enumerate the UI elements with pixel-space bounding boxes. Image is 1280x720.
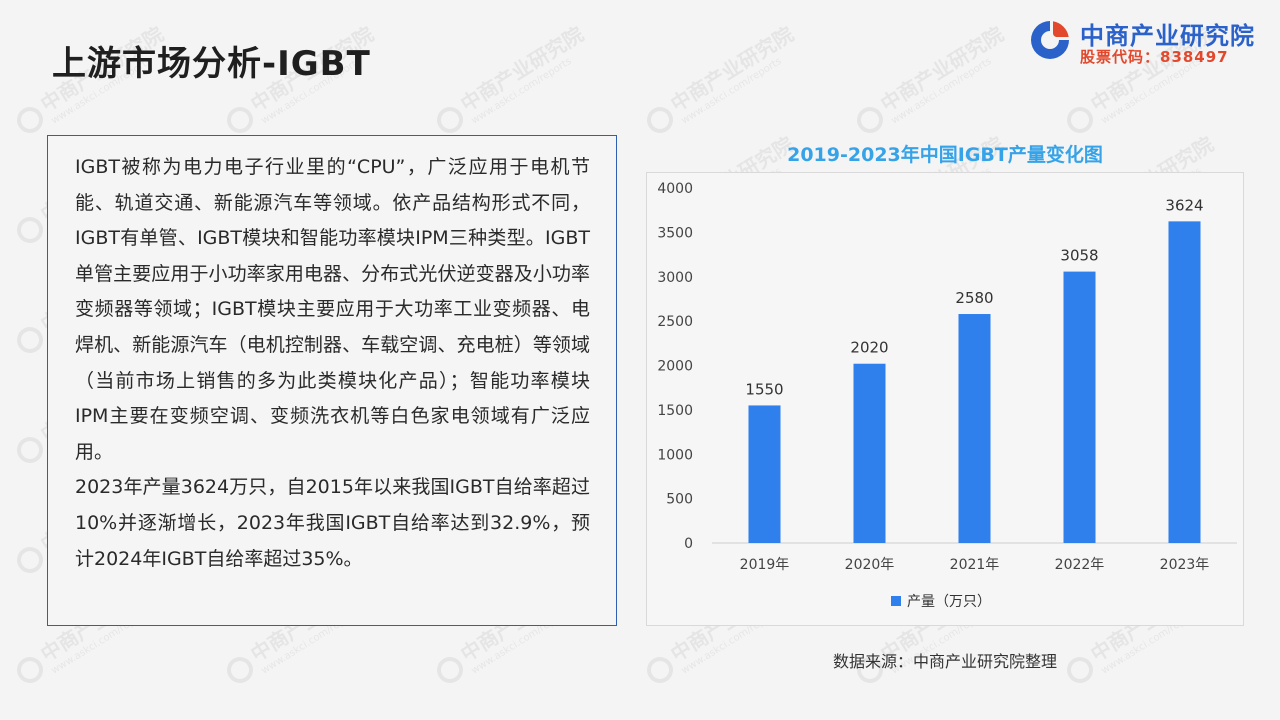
bar-value-label: 1550 (745, 380, 783, 398)
watermark-logo-icon (17, 547, 43, 573)
bar-chart: 0 500 1000 1500 2000 2500 3000 3500 4000 1550 2019… (657, 181, 1237, 573)
x-tick-label: 2023年 (1160, 557, 1210, 573)
x-tick-label: 2021年 (950, 557, 1000, 573)
watermark-logo-icon (17, 657, 43, 683)
watermark-logo-icon (857, 107, 883, 133)
watermark-logo-icon (17, 327, 43, 353)
chart-legend: 产量（万只） (891, 591, 991, 611)
watermark-logo-icon (647, 107, 673, 133)
y-tick-label: 500 (666, 492, 693, 508)
watermark-logo-icon (1067, 107, 1093, 133)
source-note: 数据来源：中商产业研究院整理 (832, 652, 1057, 671)
y-tick-label: 1000 (657, 447, 693, 463)
y-tick-label: 4000 (657, 181, 693, 197)
bar-value-label: 2020 (850, 339, 888, 357)
bar (748, 405, 781, 543)
watermark-logo-icon (437, 657, 463, 683)
y-tick-label: 3000 (657, 270, 693, 286)
y-tick-label: 3500 (657, 225, 693, 241)
bar (958, 314, 991, 543)
x-tick-label: 2020年 (845, 557, 895, 573)
description-paragraph-2: 2023年产量3624万只，自2015年以来我国IGBT自给率超过10%并逐渐增… (75, 476, 590, 570)
description-panel: IGBT被称为电力电子行业里的“CPU”，广泛应用于电机节能、轨道交通、新能源汽… (47, 135, 617, 626)
y-tick-label: 2000 (657, 359, 693, 375)
y-tick-label: 2500 (657, 314, 693, 330)
watermark-logo-icon (227, 657, 253, 683)
company-logo: 中商产业研究院 股票代码：838497 (1028, 14, 1254, 70)
x-tick-label: 2022年 (1055, 557, 1105, 573)
x-tick-label: 2019年 (740, 557, 790, 573)
watermark-url: www.askci.com/reports (470, 56, 574, 127)
bar (853, 363, 886, 543)
watermark-url: www.askci.com/reports (680, 56, 784, 127)
logo-mark-icon (1031, 21, 1069, 59)
page-title: 上游市场分析-IGBT (52, 44, 371, 84)
chart-container: 0 500 1000 1500 2000 2500 3000 3500 4000 1550 2019… (646, 172, 1244, 626)
watermark-logo-icon (17, 107, 43, 133)
watermark-logo-icon (17, 217, 43, 243)
watermark-name: 中商产业研究院 (456, 22, 587, 117)
bar-value-label: 3058 (1060, 247, 1098, 265)
bar (1063, 271, 1096, 543)
watermark-name: 中商产业研究院 (666, 22, 797, 117)
watermark-name: 中商产业研究院 (876, 22, 1007, 117)
legend-label: 产量（万只） (907, 594, 991, 610)
logo-company-name: 中商产业研究院 (1080, 22, 1255, 50)
bar (1168, 221, 1201, 543)
chart-title: 2019-2023年中国IGBT产量变化图 (787, 144, 1103, 166)
bar-value-label: 2580 (955, 289, 993, 307)
watermark-logo-icon (437, 107, 463, 133)
y-tick-label: 1500 (657, 403, 693, 419)
description-paragraph-1: IGBT被称为电力电子行业里的“CPU”，广泛应用于电机节能、轨道交通、新能源汽… (75, 156, 590, 463)
watermark-url: www.askci.com/reports (890, 56, 994, 127)
watermark-logo-icon (227, 107, 253, 133)
bar-value-label: 3624 (1165, 196, 1203, 214)
legend-swatch (891, 596, 901, 606)
watermark-logo-icon (17, 437, 43, 463)
y-tick-label: 0 (684, 536, 693, 552)
logo-stock-code: 股票代码：838497 (1080, 48, 1229, 66)
